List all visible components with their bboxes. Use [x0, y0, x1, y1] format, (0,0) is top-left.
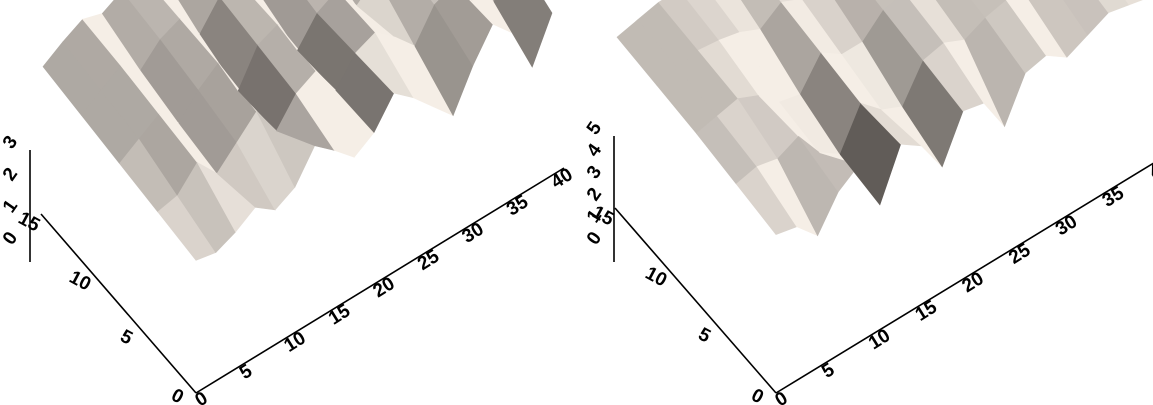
z-tick-label: 4	[583, 140, 607, 161]
x-tick-label: 40	[1146, 154, 1153, 183]
surface-mesh	[616, 0, 1143, 237]
y-tick-label: 0	[168, 385, 187, 405]
surface-patch	[352, 0, 362, 7]
x-tick-label: 10	[865, 325, 894, 354]
x-tick-label: 35	[503, 191, 532, 220]
z-tick-label: 5	[583, 118, 607, 139]
z-tick-label: 0	[0, 228, 22, 249]
x-axis-line	[195, 167, 565, 394]
surface-patch	[1063, 0, 1109, 36]
x-tick-label: 35	[1099, 183, 1128, 212]
x-tick-label: 20	[959, 268, 988, 297]
x-tick-label: 0	[192, 388, 212, 405]
z-tick-label: 2	[583, 184, 606, 205]
z-tick-label: 1	[0, 196, 22, 217]
surface-patch	[493, 0, 553, 68]
surface-mesh	[42, 0, 553, 261]
y-axis-line	[40, 213, 197, 394]
x-tick-label: 5	[818, 359, 838, 383]
surface-patch	[875, 0, 896, 11]
z-tick-label: 3	[583, 162, 606, 183]
x-tick-label: 5	[236, 360, 256, 384]
x-tick-label: 25	[1005, 240, 1034, 269]
z-tick-label: 2	[0, 164, 22, 185]
x-axis-line	[775, 162, 1153, 394]
surface-patch	[430, 0, 440, 6]
x-tick-label: 10	[281, 328, 310, 357]
y-tick-label: 0	[748, 385, 767, 405]
y-tick-label: 5	[695, 324, 715, 348]
x-tick-label: 15	[325, 300, 354, 329]
z-tick-label: 0	[583, 228, 606, 249]
surface-patch	[1125, 0, 1143, 6]
surface-patch	[1005, 0, 1068, 58]
x-tick-label: 25	[414, 246, 443, 275]
x-tick-label: 20	[370, 273, 399, 302]
x-tick-label: 15	[912, 297, 941, 326]
surface-patch	[1028, 0, 1089, 58]
surface-patch	[434, 0, 494, 67]
x-tick-label: 0	[772, 388, 792, 405]
surface-patch	[307, 0, 330, 14]
y-tick-label: 5	[117, 326, 137, 350]
y-axis-line	[614, 207, 777, 394]
x-tick-label: 30	[1052, 211, 1081, 240]
z-tick-label: 3	[0, 132, 22, 153]
x-tick-label: 40	[548, 164, 577, 193]
surface-patch	[1098, 0, 1130, 14]
x-tick-label: 30	[459, 219, 488, 248]
